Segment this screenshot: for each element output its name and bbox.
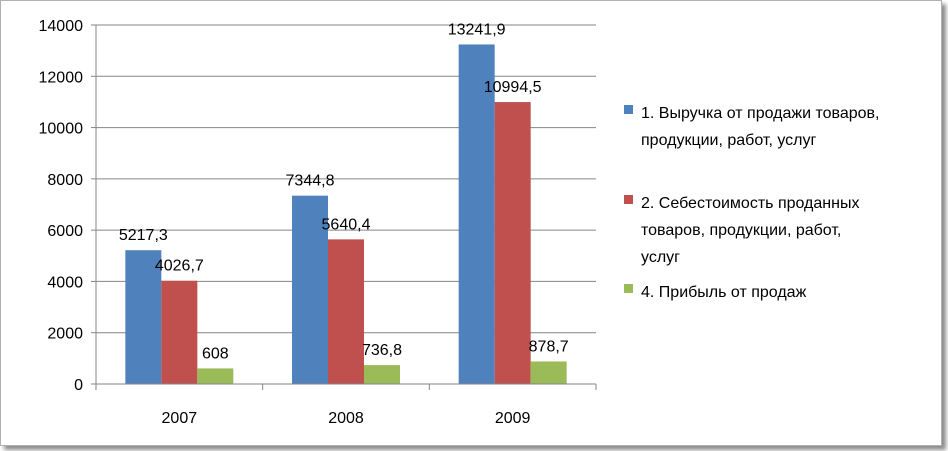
- bar: [494, 102, 531, 384]
- x-tick-label: 2007: [162, 410, 198, 427]
- legend-swatch: [624, 284, 633, 293]
- data-label: 10994,5: [484, 79, 542, 96]
- legend-item: 2. Себестоимость проданных товаров, проду…: [624, 195, 859, 266]
- x-tick-label: 2008: [328, 410, 364, 427]
- bar: [530, 361, 567, 384]
- y-tick-label: 2000: [47, 326, 83, 343]
- data-label: 608: [202, 345, 229, 362]
- legend-item: 1. Выручка от продажи товаров, продукции,…: [624, 105, 879, 149]
- legend-label: 2. Себестоимость проданных товаров, проду…: [641, 195, 859, 266]
- data-label: 5217,3: [119, 227, 168, 244]
- bar: [161, 280, 198, 384]
- y-tick-label: 10000: [39, 121, 84, 138]
- y-tick-label: 6000: [47, 223, 83, 240]
- bar: [125, 250, 162, 384]
- y-tick-label: 12000: [39, 69, 84, 86]
- y-tick-label: 0: [74, 377, 83, 394]
- legend-swatch: [624, 105, 633, 114]
- legend: 1. Выручка от продажи товаров, продукции,…: [624, 105, 879, 301]
- bar: [458, 44, 495, 384]
- data-label: 736,8: [362, 342, 402, 359]
- data-label: 13241,9: [448, 21, 506, 38]
- legend-item: 4. Прибыль от продаж: [624, 284, 807, 301]
- data-label: 878,7: [529, 338, 569, 355]
- y-tick-label: 14000: [39, 18, 84, 35]
- bars: [125, 44, 567, 384]
- legend-swatch: [624, 195, 633, 204]
- data-label: 5640,4: [322, 216, 371, 233]
- data-labels: 5217,3 7344,8 13241,9 4026,7 5640,4 10994,5 60…: [119, 21, 569, 362]
- data-label: 4026,7: [155, 258, 204, 275]
- legend-label: 4. Прибыль от продаж: [641, 284, 807, 301]
- y-axis: 0 2000 4000 6000 8000 10000 12000 14000: [39, 18, 97, 394]
- y-tick-label: 4000: [47, 274, 83, 291]
- x-axis: 2007 2008 2009: [95, 383, 597, 427]
- bar: [292, 195, 328, 384]
- data-label: 7344,8: [286, 173, 335, 190]
- bar: [364, 365, 400, 384]
- legend-label: 1. Выручка от продажи товаров, продукции,…: [641, 105, 879, 149]
- y-tick-label: 8000: [47, 172, 83, 189]
- x-tick-label: 2009: [495, 410, 531, 427]
- bar: [197, 368, 234, 384]
- bar: [328, 239, 364, 384]
